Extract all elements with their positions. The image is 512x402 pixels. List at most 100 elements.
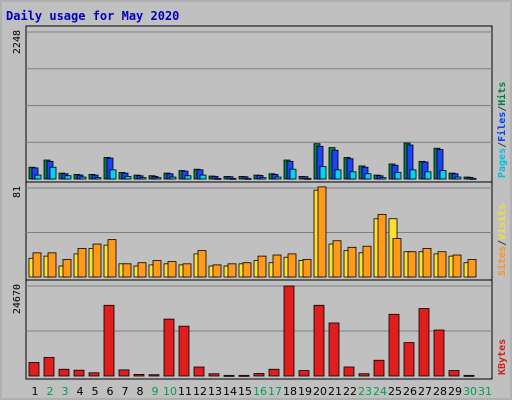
bar-pages-10 — [169, 176, 177, 180]
bar-sites-23 — [362, 245, 372, 278]
bar-pages-25 — [394, 172, 402, 180]
legend: Pages/Files/Hits — [496, 82, 508, 178]
bar-sites-12 — [197, 250, 207, 278]
bar-kbytes-2 — [43, 356, 55, 377]
x-tick-label: 24 — [373, 385, 387, 398]
x-tick-label: 12 — [193, 385, 207, 398]
bar-kbytes-24 — [373, 359, 385, 377]
bar-pages-29 — [454, 176, 462, 180]
bar-kbytes-28 — [433, 329, 445, 377]
bar-sites-22 — [347, 246, 357, 278]
bar-kbytes-14 — [223, 374, 235, 377]
bar-kbytes-18 — [283, 285, 295, 377]
y-max-label: 24670 — [12, 284, 23, 314]
bar-kbytes-10 — [163, 318, 175, 377]
bar-kbytes-15 — [238, 374, 250, 377]
bar-pages-22 — [349, 171, 357, 180]
legend: Sites/Visits — [496, 204, 508, 276]
bar-pages-5 — [94, 177, 102, 180]
bar-pages-12 — [199, 174, 207, 180]
bar-kbytes-21 — [328, 322, 340, 377]
x-tick-label: 15 — [238, 385, 252, 398]
x-axis-labels: 1 2 3 4 5 6 7 8 9 10 11 12 13 14 15 16 17 18 19 20 21 22 23 24 2… — [32, 385, 493, 398]
bar-pages-4 — [79, 176, 87, 180]
bar-pages-13 — [214, 177, 222, 180]
bar-sites-21 — [332, 240, 342, 278]
x-tick-label: 9 — [152, 385, 159, 398]
bar-sites-4 — [77, 248, 87, 278]
x-tick-label: 7 — [122, 385, 129, 398]
x-tick-label: 19 — [298, 385, 312, 398]
bar-sites-16 — [257, 255, 267, 278]
bar-sites-18 — [287, 253, 297, 278]
bar-pages-18 — [289, 168, 297, 180]
bar-sites-6 — [107, 239, 117, 278]
x-tick-label: 4 — [77, 385, 84, 398]
bar-kbytes-6 — [103, 304, 115, 377]
bar-sites-3 — [62, 259, 72, 278]
x-tick-label: 6 — [107, 385, 114, 398]
legend-entry: Files — [496, 112, 508, 142]
bar-pages-24 — [379, 177, 387, 180]
bar-kbytes-26 — [403, 342, 415, 377]
bar-pages-26 — [409, 169, 417, 180]
x-tick-label: 13 — [208, 385, 222, 398]
bar-sites-9 — [152, 260, 162, 278]
x-tick-label: 1 — [32, 385, 39, 398]
bar-pages-23 — [364, 173, 372, 180]
bar-kbytes-20 — [313, 304, 325, 377]
bar-kbytes-3 — [58, 368, 70, 377]
x-tick-label: 8 — [137, 385, 144, 398]
x-tick-label: 3 — [62, 385, 69, 398]
bar-pages-28 — [439, 170, 447, 180]
bar-sites-26 — [407, 251, 417, 278]
bar-sites-15 — [242, 262, 252, 278]
y-max-label: 81 — [12, 186, 23, 198]
legend-entry: Hits — [496, 82, 508, 106]
bar-sites-25 — [392, 238, 402, 278]
legend-entry: Pages — [497, 148, 508, 178]
bar-pages-2 — [49, 166, 57, 180]
bar-kbytes-27 — [418, 308, 430, 377]
bar-kbytes-25 — [388, 313, 400, 377]
bar-sites-24 — [377, 213, 387, 278]
x-tick-label: 16 — [253, 385, 267, 398]
x-tick-label: 21 — [328, 385, 342, 398]
bar-kbytes-9 — [148, 374, 160, 377]
bar-sites-7 — [122, 263, 132, 278]
legend: KBytes — [497, 339, 508, 375]
bar-pages-20 — [319, 166, 327, 180]
bar-sites-10 — [167, 261, 177, 278]
bar-pages-17 — [274, 176, 282, 180]
x-tick-label: 27 — [418, 385, 432, 398]
bar-kbytes-22 — [343, 366, 355, 377]
bar-sites-30 — [467, 259, 477, 278]
bar-kbytes-13 — [208, 373, 220, 377]
x-tick-label: 14 — [223, 385, 237, 398]
chart-title: Daily usage for May 2020 — [6, 9, 179, 23]
x-tick-label: 29 — [448, 385, 462, 398]
bar-sites-13 — [212, 264, 222, 278]
x-tick-label: 26 — [403, 385, 417, 398]
bar-pages-19 — [304, 177, 312, 180]
legend-entry: / — [497, 240, 508, 246]
bar-kbytes-19 — [298, 370, 310, 377]
bar-pages-16 — [259, 177, 267, 180]
bar-pages-1 — [34, 174, 42, 180]
x-tick-label: 10 — [163, 385, 177, 398]
bar-sites-14 — [227, 263, 237, 278]
bar-sites-2 — [47, 252, 57, 278]
bar-kbytes-4 — [73, 369, 85, 377]
bar-kbytes-12 — [193, 366, 205, 377]
bar-pages-8 — [139, 177, 147, 180]
plot-area — [25, 25, 493, 183]
bar-kbytes-8 — [133, 373, 145, 377]
legend-entry: Visits — [496, 204, 508, 240]
bar-kbytes-16 — [253, 373, 265, 377]
bar-sites-29 — [452, 254, 462, 278]
bar-sites-11 — [182, 263, 192, 278]
x-tick-label: 23 — [358, 385, 372, 398]
bar-kbytes-29 — [448, 370, 460, 377]
